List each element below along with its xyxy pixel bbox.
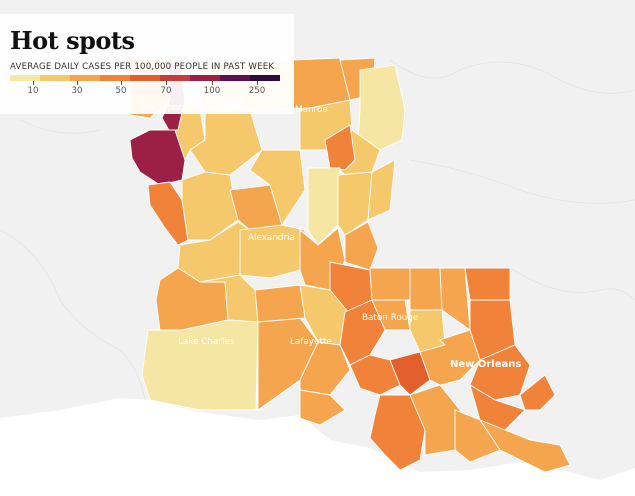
parish-shape	[357, 64, 406, 151]
neighbor-borders	[0, 59, 635, 401]
city-label-new-orleans: New Orleans	[450, 359, 521, 370]
legend-tick: 70	[151, 81, 181, 96]
parish-shape	[464, 267, 511, 306]
parish-shape	[369, 267, 413, 301]
parish-shape	[367, 159, 396, 221]
legend-swatch	[130, 75, 160, 81]
page-title: Hot spots	[10, 26, 135, 55]
city-label-monroe: Monroe	[295, 105, 328, 115]
legend-swatch	[70, 75, 100, 81]
legend-swatch	[190, 75, 220, 81]
parish-shape	[254, 284, 306, 323]
legend-tick: 30	[62, 81, 92, 96]
parish-shape	[389, 351, 431, 396]
city-label-lake-charles: Lake Charles	[178, 337, 235, 347]
parish-shape	[337, 171, 373, 236]
parish-shape	[307, 167, 341, 246]
parish-shape	[479, 419, 571, 473]
legend-ticks: 10 30 50 70 100 250	[10, 81, 280, 99]
legend-swatch	[10, 75, 40, 81]
legend-tick: 10	[18, 81, 48, 96]
parish-shape	[409, 267, 443, 311]
parish-shape	[181, 171, 239, 241]
parish-shape	[324, 124, 356, 171]
legend-tick: 250	[242, 81, 272, 96]
legend-tick: 50	[106, 81, 136, 96]
legend-tick: 100	[197, 81, 227, 96]
legend-swatch	[160, 75, 190, 81]
parish-shape	[469, 384, 526, 431]
city-label-baton-rouge: Baton Rouge	[362, 313, 418, 323]
gulf-water	[0, 398, 635, 496]
legend-panel	[0, 14, 294, 114]
legend-swatch	[220, 75, 250, 81]
parish-shape	[141, 319, 259, 411]
parish-shape	[147, 181, 189, 246]
parish-shape	[299, 389, 346, 426]
legend-label: AVERAGE DAILY CASES PER 100,000 PEOPLE I…	[10, 62, 275, 72]
parish-shape	[519, 374, 556, 411]
legend-swatch	[100, 75, 130, 81]
parish-shape	[454, 409, 501, 463]
legend-color-bar	[10, 75, 280, 81]
city-label-alexandria: Alexandria	[248, 233, 295, 243]
legend-swatch	[250, 75, 280, 81]
parish-shape	[344, 221, 379, 271]
city-label-lafayette: Lafayette	[290, 337, 332, 347]
legend-swatch	[40, 75, 70, 81]
